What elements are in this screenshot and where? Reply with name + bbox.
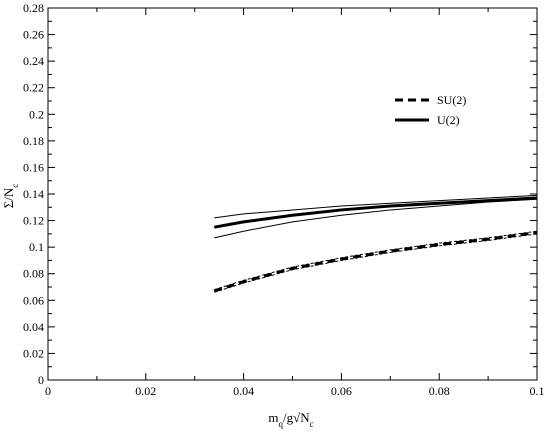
- y-axis-label: Σ/Nc: [1, 184, 20, 209]
- band-0-lower-line: [214, 198, 538, 239]
- legend-label: SU(2): [437, 93, 466, 107]
- axes: 0 0.02 0.04 0.06 0.08 0.1 0 0.02 0.04 0.06 0.08 0.1…: [23, 1, 545, 398]
- band-0-upper-line: [214, 194, 538, 219]
- y-tick-label: 0.06: [23, 293, 44, 307]
- y-tick-label: 0.1: [29, 240, 44, 254]
- legend: SU(2) U(2): [395, 93, 466, 127]
- plot-frame: [47, 7, 538, 381]
- x-tick-label: 0: [45, 384, 51, 398]
- x-tick-label: 0.02: [135, 384, 156, 398]
- series-line-u2: [213, 196, 538, 229]
- x-tick-label: 0.06: [331, 384, 352, 398]
- y-tick-label: 0.14: [23, 187, 44, 201]
- y-tick-label: 0.28: [23, 1, 44, 15]
- band-1-lower-line: [214, 233, 538, 293]
- series-line-su2: [213, 231, 538, 293]
- y-tick-label: 0.08: [23, 267, 44, 281]
- y-tick-label: 0.04: [23, 320, 44, 334]
- y-tick-label: 0.16: [23, 160, 44, 174]
- y-tick-label: 0.24: [23, 54, 44, 68]
- legend-label: U(2): [437, 113, 460, 127]
- y-tick-label: 0: [38, 373, 44, 387]
- x-tick-label: 0.1: [530, 384, 545, 398]
- y-tick-label: 0.12: [23, 214, 44, 228]
- x-tick-label: 0.08: [429, 384, 450, 398]
- y-tick-label: 0.18: [23, 134, 44, 148]
- x-axis-label: mq/g√Nc: [268, 410, 313, 429]
- x-tick-label: 0.04: [233, 384, 254, 398]
- plot-area: [213, 194, 538, 293]
- y-tick-label: 0.2: [29, 107, 44, 121]
- y-tick-label: 0.22: [23, 81, 44, 95]
- y-tick-label: 0.26: [23, 28, 44, 42]
- y-tick-label: 0.02: [23, 346, 44, 360]
